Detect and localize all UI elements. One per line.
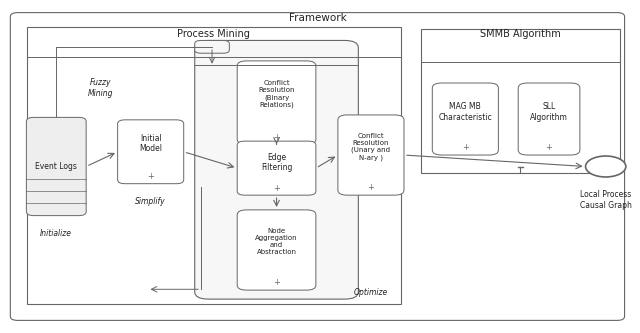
Text: +: + — [546, 143, 552, 152]
FancyBboxPatch shape — [237, 210, 316, 290]
Text: Initialize: Initialize — [40, 229, 72, 238]
FancyBboxPatch shape — [195, 40, 358, 299]
FancyBboxPatch shape — [518, 83, 580, 155]
Text: +: + — [273, 184, 280, 193]
Text: Conflict
Resolution
(Unary and
N-ary ): Conflict Resolution (Unary and N-ary ) — [351, 133, 390, 161]
Text: Fuzzy
Mining: Fuzzy Mining — [88, 78, 113, 98]
Bar — [27, 27, 401, 304]
FancyBboxPatch shape — [26, 118, 86, 215]
Text: SMMB Algorithm: SMMB Algorithm — [480, 29, 561, 39]
Text: SLL
Algorithm: SLL Algorithm — [530, 102, 568, 122]
Text: +: + — [367, 183, 374, 192]
Text: Conflict
Resolution
(Binary
Relations): Conflict Resolution (Binary Relations) — [259, 81, 295, 109]
Text: +: + — [462, 143, 468, 152]
FancyBboxPatch shape — [195, 40, 229, 53]
Text: Process Mining: Process Mining — [177, 29, 250, 39]
FancyBboxPatch shape — [237, 61, 316, 145]
FancyBboxPatch shape — [118, 120, 184, 184]
Text: +: + — [273, 278, 280, 287]
Text: Optimize: Optimize — [354, 288, 388, 297]
FancyBboxPatch shape — [10, 13, 625, 320]
FancyBboxPatch shape — [432, 83, 499, 155]
Text: Node
Aggregation
and
Abstraction: Node Aggregation and Abstraction — [255, 228, 298, 255]
Text: MAG MB
Characteristic: MAG MB Characteristic — [438, 102, 492, 122]
Text: Initial
Model: Initial Model — [139, 134, 162, 153]
FancyBboxPatch shape — [237, 141, 316, 195]
Text: Framework: Framework — [289, 13, 346, 23]
Bar — [421, 29, 620, 173]
Text: +: + — [147, 172, 154, 181]
FancyBboxPatch shape — [338, 115, 404, 195]
Text: Local Process
Causal Graph: Local Process Causal Graph — [580, 190, 632, 209]
Text: +: + — [273, 133, 280, 142]
Text: Edge
Filtering: Edge Filtering — [261, 153, 292, 172]
Text: Simplify: Simplify — [135, 197, 166, 206]
Text: Event Logs: Event Logs — [35, 162, 77, 171]
Circle shape — [586, 156, 626, 177]
